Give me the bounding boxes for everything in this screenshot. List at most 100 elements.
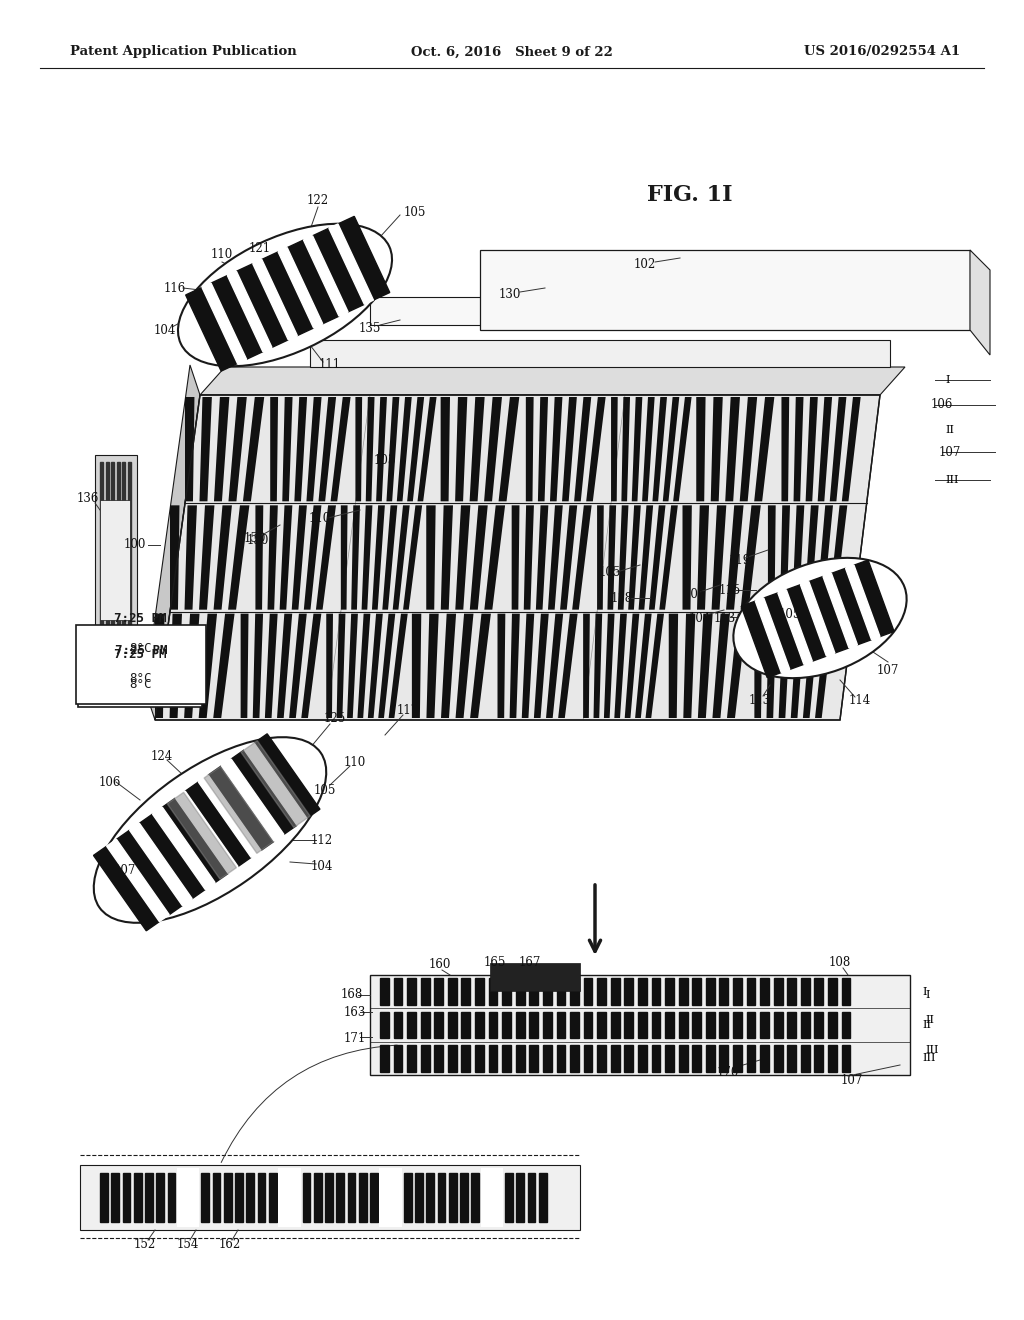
Bar bbox=[584, 1045, 593, 1072]
Bar bbox=[610, 1011, 620, 1039]
Text: III: III bbox=[945, 475, 958, 484]
Bar bbox=[543, 1045, 552, 1072]
Bar bbox=[846, 565, 880, 640]
Bar bbox=[268, 1173, 276, 1222]
Bar bbox=[117, 830, 182, 915]
Polygon shape bbox=[815, 614, 834, 718]
Polygon shape bbox=[767, 614, 776, 718]
Polygon shape bbox=[370, 297, 920, 325]
Bar bbox=[287, 240, 339, 323]
Bar bbox=[786, 585, 826, 661]
Bar bbox=[112, 1173, 119, 1222]
Polygon shape bbox=[740, 506, 761, 610]
Bar bbox=[801, 1045, 810, 1072]
Polygon shape bbox=[560, 506, 578, 610]
Polygon shape bbox=[793, 506, 804, 610]
Text: 122: 122 bbox=[307, 194, 329, 206]
Ellipse shape bbox=[178, 224, 392, 366]
Polygon shape bbox=[726, 506, 743, 610]
Text: 110: 110 bbox=[309, 511, 331, 524]
Polygon shape bbox=[683, 506, 692, 610]
Bar bbox=[502, 1045, 511, 1072]
Polygon shape bbox=[673, 397, 691, 502]
Bar bbox=[638, 1045, 647, 1072]
Bar bbox=[787, 978, 796, 1005]
Bar bbox=[421, 1011, 429, 1039]
Text: 165: 165 bbox=[483, 956, 506, 969]
Polygon shape bbox=[538, 397, 548, 502]
Text: 105: 105 bbox=[779, 609, 801, 622]
Bar bbox=[488, 978, 498, 1005]
Bar bbox=[139, 814, 205, 899]
Text: 162: 162 bbox=[219, 1238, 241, 1251]
Bar bbox=[471, 1173, 479, 1222]
Text: 105: 105 bbox=[403, 206, 426, 219]
Polygon shape bbox=[331, 397, 350, 502]
Polygon shape bbox=[727, 614, 748, 718]
Bar bbox=[597, 1045, 606, 1072]
Polygon shape bbox=[607, 506, 616, 610]
Polygon shape bbox=[498, 614, 505, 718]
Text: 106: 106 bbox=[931, 399, 953, 412]
Polygon shape bbox=[534, 614, 549, 718]
Text: 8°C: 8°C bbox=[129, 642, 152, 655]
Bar bbox=[105, 462, 109, 648]
Polygon shape bbox=[536, 506, 549, 610]
Polygon shape bbox=[768, 506, 776, 610]
Bar bbox=[202, 1173, 209, 1222]
Polygon shape bbox=[806, 397, 818, 502]
Bar bbox=[666, 1011, 674, 1039]
Polygon shape bbox=[470, 614, 490, 718]
Text: 130: 130 bbox=[499, 289, 521, 301]
Polygon shape bbox=[725, 397, 740, 502]
Polygon shape bbox=[526, 397, 534, 502]
Bar bbox=[516, 978, 524, 1005]
Polygon shape bbox=[351, 506, 360, 610]
Bar bbox=[814, 978, 823, 1005]
Text: 113: 113 bbox=[749, 693, 771, 706]
Text: 110: 110 bbox=[211, 248, 233, 261]
Bar bbox=[134, 1173, 141, 1222]
Bar bbox=[122, 462, 125, 648]
Text: 8°C: 8°C bbox=[130, 672, 153, 685]
Bar bbox=[380, 1011, 389, 1039]
Text: 106: 106 bbox=[98, 776, 121, 788]
Bar bbox=[746, 1011, 756, 1039]
Bar bbox=[584, 978, 593, 1005]
Bar bbox=[502, 978, 511, 1005]
Bar bbox=[185, 781, 251, 866]
Polygon shape bbox=[649, 506, 666, 610]
Bar bbox=[516, 1045, 524, 1072]
Bar bbox=[421, 1045, 429, 1072]
Polygon shape bbox=[522, 614, 535, 718]
Bar bbox=[556, 978, 565, 1005]
Bar bbox=[145, 1173, 153, 1222]
Bar bbox=[393, 1045, 402, 1072]
Polygon shape bbox=[347, 614, 358, 718]
Bar bbox=[570, 1045, 579, 1072]
Bar bbox=[651, 1045, 660, 1072]
Polygon shape bbox=[366, 397, 375, 502]
Polygon shape bbox=[200, 367, 905, 395]
Polygon shape bbox=[441, 614, 456, 718]
Polygon shape bbox=[594, 614, 602, 718]
Bar bbox=[95, 455, 137, 655]
Bar bbox=[130, 824, 193, 906]
Bar bbox=[760, 1011, 769, 1039]
Text: 107: 107 bbox=[114, 863, 136, 876]
Polygon shape bbox=[440, 397, 450, 502]
Bar bbox=[638, 1011, 647, 1039]
Text: Patent Application Publication: Patent Application Publication bbox=[70, 45, 297, 58]
Polygon shape bbox=[304, 506, 322, 610]
Polygon shape bbox=[155, 395, 880, 719]
Polygon shape bbox=[572, 506, 592, 610]
Bar bbox=[241, 741, 310, 828]
FancyBboxPatch shape bbox=[76, 624, 206, 704]
Bar bbox=[128, 462, 130, 648]
Text: 135: 135 bbox=[358, 322, 381, 334]
Bar bbox=[475, 1045, 484, 1072]
Bar bbox=[516, 1011, 524, 1039]
Bar bbox=[403, 1173, 412, 1222]
Polygon shape bbox=[341, 506, 347, 610]
Polygon shape bbox=[357, 614, 371, 718]
